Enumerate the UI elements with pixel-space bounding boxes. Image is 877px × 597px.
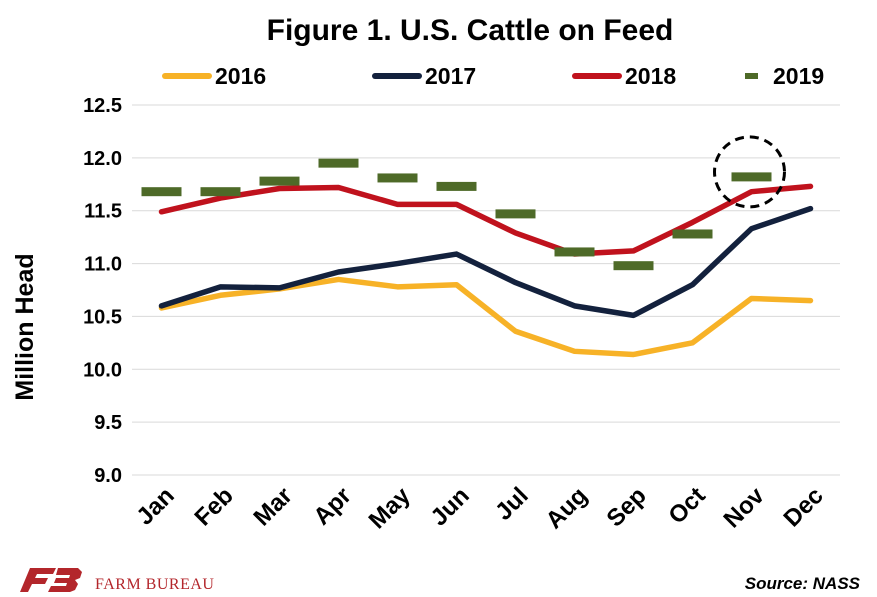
series-line-2018 — [158, 183, 814, 257]
legend-label: 2018 — [625, 63, 676, 89]
annotation-layer — [713, 135, 786, 209]
series-line-2016 — [158, 276, 814, 358]
legend-item-2016: 2016 — [162, 63, 266, 89]
series-line-2017 — [158, 205, 814, 319]
data-point-2019-Jun — [436, 181, 477, 191]
legend-item-2018: 2018 — [572, 63, 676, 89]
y-tick-label: 10.5 — [83, 306, 122, 328]
y-tick-label: 12.5 — [83, 95, 122, 117]
y-tick-label: 9.5 — [94, 412, 122, 434]
y-tick-label: 11.5 — [84, 201, 122, 223]
y-axis-ticks: 12.5 12.0 11.5 11.0 10.5 10.0 9.5 9.0 — [83, 95, 122, 487]
x-tick-label: Jan — [131, 482, 179, 530]
series-layer — [141, 158, 814, 358]
gridlines — [132, 104, 840, 476]
legend-label: 2016 — [215, 63, 266, 89]
y-tick-label: 11.0 — [84, 254, 122, 276]
series-2017 — [158, 205, 814, 319]
data-point-2019-May — [377, 173, 418, 183]
x-tick-label: Sep — [602, 482, 652, 532]
y-axis-label: Million Head — [11, 253, 39, 400]
x-tick-label: Dec — [779, 482, 829, 532]
x-tick-label: Feb — [189, 482, 238, 531]
y-tick-label: 10.0 — [83, 359, 122, 381]
legend-label: 2019 — [773, 63, 824, 89]
y-tick-label: 9.0 — [94, 465, 122, 487]
legend-swatch — [745, 73, 758, 79]
x-tick-label: Jul — [490, 482, 534, 526]
x-tick-label: May — [364, 482, 417, 535]
x-axis-ticks: Jan Feb Mar Apr May Jun Jul Aug Sep Oct Nov Dec — [131, 482, 828, 535]
data-point-2019-Mar — [259, 176, 300, 186]
chart-title: Figure 1. U.S. Cattle on Feed — [267, 14, 674, 47]
x-tick-label: Jun — [425, 482, 474, 531]
legend-label: 2017 — [425, 63, 476, 89]
data-point-2019-Feb — [200, 187, 241, 197]
data-point-2019-Jul — [495, 209, 536, 219]
x-tick-label: Mar — [248, 482, 297, 531]
data-point-2019-Sep — [613, 261, 654, 271]
source-note: Source: NASS — [745, 574, 861, 593]
chart-legend: 2016 2017 2018 2019 — [162, 63, 824, 89]
data-point-2019-Aug — [554, 247, 595, 257]
series-2019 — [141, 158, 772, 271]
annotation-circle — [713, 135, 786, 209]
series-2016 — [158, 276, 814, 358]
x-tick-label: Apr — [308, 482, 356, 530]
x-tick-label: Aug — [541, 482, 593, 534]
brand-name: FARM BUREAU — [95, 576, 214, 593]
data-point-2019-Nov — [731, 172, 772, 182]
series-2018 — [158, 183, 814, 257]
x-tick-label: Oct — [663, 482, 710, 529]
legend-item-2019: 2019 — [745, 63, 824, 89]
legend-item-2017: 2017 — [372, 63, 476, 89]
data-point-2019-Jan — [141, 187, 182, 197]
data-point-2019-Oct — [672, 229, 713, 239]
y-tick-label: 12.0 — [83, 148, 122, 170]
x-tick-label: Nov — [719, 482, 771, 534]
farm-bureau-fb-logo-icon — [20, 568, 82, 592]
data-point-2019-Apr — [318, 158, 359, 168]
